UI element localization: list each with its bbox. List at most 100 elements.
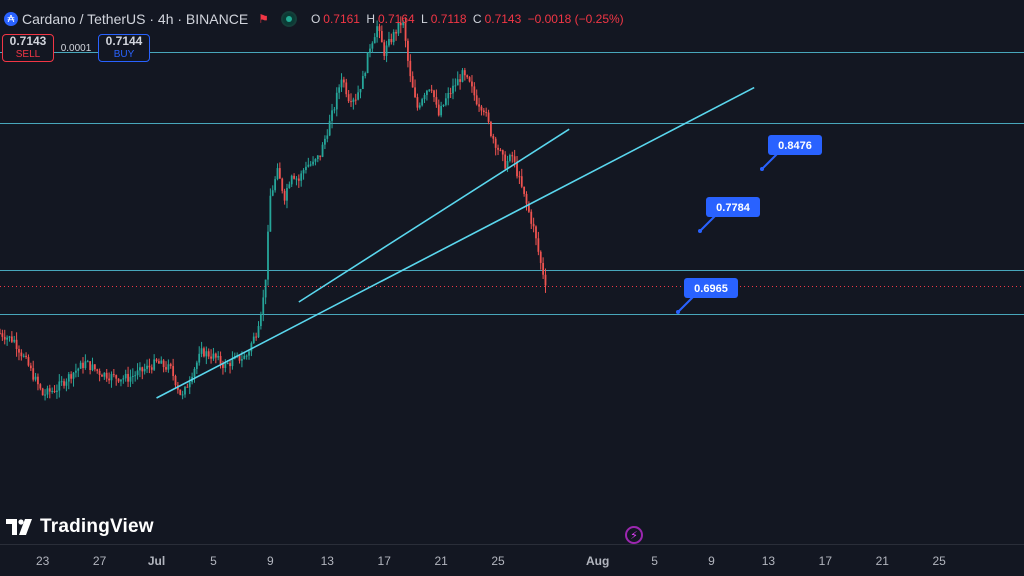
candle-body	[65, 381, 68, 386]
symbol-title[interactable]: Cardano / TetherUS · 4h · BINANCE	[22, 11, 249, 27]
candle-body	[22, 355, 25, 357]
candle-body	[473, 86, 476, 96]
candle-body	[10, 336, 13, 342]
candle-body	[492, 136, 495, 139]
candle-body	[117, 378, 120, 382]
flag-icon[interactable]: ⚑	[258, 12, 269, 26]
candle-body	[404, 21, 407, 41]
candle-body	[41, 388, 44, 396]
candle-body	[77, 368, 80, 371]
tradingview-logo[interactable]: TradingView	[6, 516, 154, 538]
candle-body	[482, 110, 485, 113]
market-status-icon[interactable]	[280, 11, 297, 27]
candle-body	[48, 388, 51, 392]
candle-body	[435, 97, 438, 105]
candle-body	[335, 92, 338, 110]
candle-body	[544, 274, 547, 286]
candle-body	[525, 193, 528, 204]
candle-body	[437, 104, 440, 116]
candle-body	[418, 105, 421, 108]
high-label: H	[366, 12, 375, 26]
candle-body	[217, 355, 220, 358]
candle-body	[129, 376, 132, 382]
callout-box	[768, 135, 822, 155]
candle-body	[105, 372, 108, 379]
candle-body	[72, 372, 75, 379]
lightning-icon[interactable]: ⚡	[625, 526, 643, 544]
candle-body	[25, 355, 27, 358]
candle-body	[276, 168, 279, 180]
trendline	[156, 86, 755, 399]
candle-body	[224, 363, 227, 369]
buy-button[interactable]: 0.7144 BUY	[98, 34, 150, 62]
candle-body	[205, 351, 208, 357]
candle-body	[82, 362, 84, 368]
cardano-icon: ₳	[4, 12, 18, 26]
candle-body	[98, 370, 101, 375]
time-tick-label: 21	[876, 554, 890, 568]
candle-body	[91, 364, 94, 371]
price-callouts[interactable]: 0.8476 0.7784 0.6965	[676, 135, 822, 314]
candle-body	[378, 26, 381, 32]
candle-body	[447, 93, 450, 99]
time-tick-label: 9	[708, 554, 715, 568]
time-tick-label: 21	[434, 554, 448, 568]
candle-body	[167, 364, 170, 370]
candle-body	[269, 195, 272, 232]
candle-body	[51, 391, 54, 393]
candlestick-series[interactable]	[0, 16, 547, 401]
time-tick-label: 13	[762, 554, 776, 568]
sell-label: SELL	[15, 49, 41, 60]
candle-body	[506, 160, 509, 169]
candle-body	[539, 251, 542, 263]
candle-body	[110, 374, 113, 381]
candle-body	[354, 99, 357, 101]
candle-body	[286, 188, 288, 201]
candle-body	[195, 362, 198, 369]
candle-body	[511, 155, 514, 157]
candle-body	[461, 70, 464, 82]
candle-body	[56, 390, 58, 392]
candle-body	[219, 355, 222, 364]
candle-body	[316, 155, 319, 160]
time-tick-label: 17	[378, 554, 392, 568]
trendlines[interactable]	[156, 86, 755, 399]
candle-body	[350, 101, 352, 103]
candle-body	[371, 43, 374, 49]
candle-body	[46, 388, 49, 395]
candle-body	[345, 82, 348, 95]
candle-body	[300, 173, 303, 181]
candle-body	[530, 211, 533, 224]
candle-body	[131, 375, 134, 377]
candle-body	[67, 374, 70, 382]
candle-body	[181, 394, 184, 396]
candle-body	[402, 21, 405, 26]
candle-body	[416, 97, 419, 108]
candle-body	[326, 135, 329, 139]
candle-body	[324, 138, 326, 145]
open-value: 0.7161	[323, 12, 360, 26]
sell-button[interactable]: 0.7143 SELL	[2, 34, 54, 62]
ohlc-values: O 0.7161 H 0.7164 L 0.7118 C 0.7143 −0.0018 …	[311, 12, 627, 26]
candle-body	[79, 362, 82, 369]
time-tick-label: 27	[93, 554, 107, 568]
candle-body	[452, 85, 454, 94]
candle-body	[290, 175, 293, 185]
sell-price: 0.7143	[9, 34, 47, 48]
candle-body	[198, 353, 201, 363]
candle-body	[39, 384, 42, 389]
candle-body	[0, 333, 1, 335]
candle-body	[112, 374, 115, 376]
time-tick-label: 5	[651, 554, 658, 568]
high-value: 0.7164	[378, 12, 415, 26]
callout-anchor	[760, 167, 764, 171]
candle-body	[29, 365, 32, 369]
candle-body	[8, 336, 11, 338]
candle-body	[409, 60, 412, 77]
candle-body	[245, 355, 248, 357]
candle-body	[243, 355, 246, 360]
candle-body	[388, 39, 390, 46]
candle-body	[255, 336, 258, 338]
open-label: O	[310, 12, 321, 26]
